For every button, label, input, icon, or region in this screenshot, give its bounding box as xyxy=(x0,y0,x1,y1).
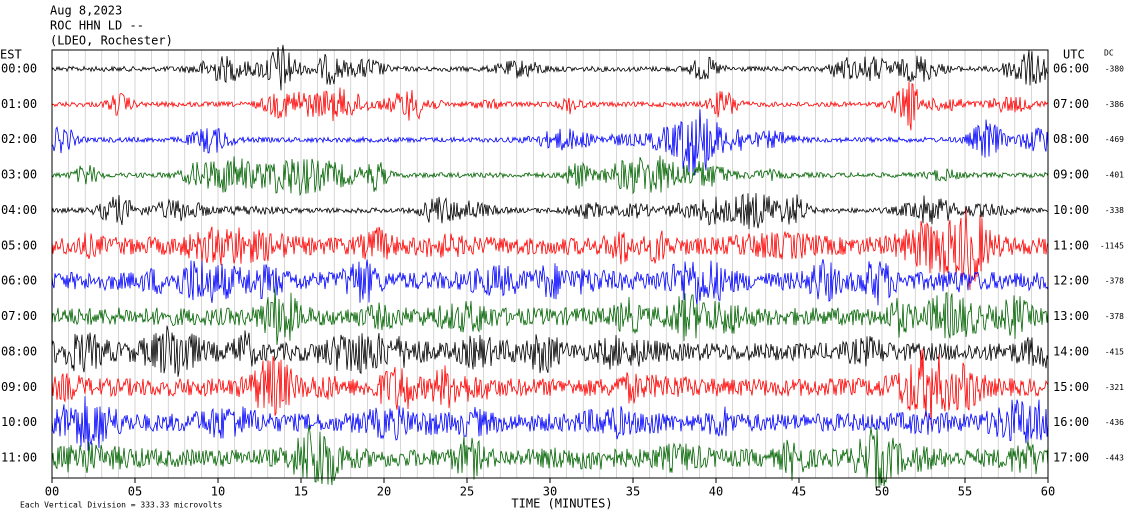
dc-value: -386 xyxy=(1105,100,1124,109)
utc-time: 14:00 xyxy=(1053,344,1089,358)
est-time: 06:00 xyxy=(1,274,37,288)
trace xyxy=(51,286,1049,346)
est-time: 03:00 xyxy=(1,168,37,182)
est-time: 08:00 xyxy=(1,344,37,358)
x-tick-label: 35 xyxy=(626,485,640,499)
dc-value: -378 xyxy=(1105,277,1124,286)
est-label: EST xyxy=(0,48,22,62)
x-tick-label: 00 xyxy=(45,485,59,499)
utc-time: 16:00 xyxy=(1053,415,1089,429)
x-tick-label: 50 xyxy=(875,485,889,499)
x-tick-label: 15 xyxy=(294,485,308,499)
x-tick-label: 25 xyxy=(460,485,474,499)
est-time: 02:00 xyxy=(1,132,37,146)
network: (LDEO, Rochester) xyxy=(50,34,173,48)
est-time: 05:00 xyxy=(1,238,37,252)
x-tick-label: 05 xyxy=(128,485,142,499)
dc-value: -1145 xyxy=(1100,241,1124,250)
trace xyxy=(51,396,1049,451)
utc-label: UTC xyxy=(1063,48,1085,62)
est-time: 10:00 xyxy=(1,415,37,429)
dc-value: -380 xyxy=(1105,65,1124,74)
dc-value: -415 xyxy=(1105,347,1124,356)
traces xyxy=(51,44,1049,489)
est-time: 11:00 xyxy=(1,451,37,465)
utc-time: 10:00 xyxy=(1053,203,1089,217)
utc-time: 17:00 xyxy=(1053,451,1089,465)
x-tick-label: 55 xyxy=(958,485,972,499)
trace xyxy=(51,81,1049,131)
footer: Each Vertical Division = 333.33 microvol… xyxy=(20,501,222,510)
date: Aug 8,2023 xyxy=(50,4,122,18)
dc-value: -321 xyxy=(1105,383,1124,392)
dc-value: -436 xyxy=(1105,418,1124,427)
x-axis-title: TIME (MINUTES) xyxy=(511,497,612,511)
utc-time: 08:00 xyxy=(1053,132,1089,146)
dc-value: -378 xyxy=(1105,312,1124,321)
x-tick-label: 45 xyxy=(792,485,806,499)
x-tick-label: 20 xyxy=(377,485,391,499)
utc-time: 12:00 xyxy=(1053,274,1089,288)
grid xyxy=(51,50,1049,478)
est-time: 07:00 xyxy=(1,309,37,323)
x-tick-label: 10 xyxy=(211,485,225,499)
utc-time: 13:00 xyxy=(1053,309,1089,323)
dc-value: -469 xyxy=(1105,135,1124,144)
utc-time: 15:00 xyxy=(1053,380,1089,394)
labels: 00 05 10 15 20 25 30 35 40 45 50 55 60 00:00 06:00 -380… xyxy=(1,62,1124,499)
trace xyxy=(51,424,1049,489)
trace xyxy=(51,325,1049,377)
dc-label: DC xyxy=(1104,49,1114,58)
x-tick-label: 30 xyxy=(543,485,557,499)
trace xyxy=(51,44,1049,91)
x-tick-label: 60 xyxy=(1041,485,1055,499)
est-time: 04:00 xyxy=(1,203,37,217)
trace xyxy=(51,348,1049,426)
trace xyxy=(51,109,1049,176)
utc-time: 11:00 xyxy=(1053,238,1089,252)
trace xyxy=(51,155,1049,197)
utc-time: 09:00 xyxy=(1053,168,1089,182)
dc-value: -443 xyxy=(1105,454,1124,463)
dc-value: -401 xyxy=(1105,171,1124,180)
est-time: 00:00 xyxy=(1,62,37,76)
x-tick-label: 40 xyxy=(709,485,723,499)
utc-time: 06:00 xyxy=(1053,62,1089,76)
trace xyxy=(51,259,1049,306)
est-time: 09:00 xyxy=(1,380,37,394)
dc-value: -338 xyxy=(1105,206,1124,215)
trace xyxy=(51,193,1048,230)
est-time: 01:00 xyxy=(1,97,37,111)
trace xyxy=(51,208,1049,291)
utc-time: 07:00 xyxy=(1053,97,1089,111)
station: ROC HHN LD -- xyxy=(50,19,144,33)
